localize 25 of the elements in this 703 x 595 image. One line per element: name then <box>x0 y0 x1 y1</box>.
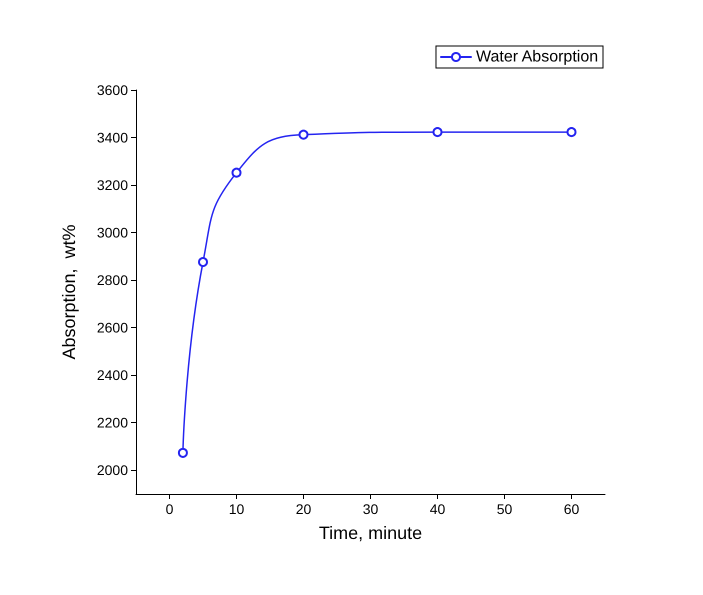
y-tick-label: 2600 <box>96 320 128 336</box>
y-tick-label: 3400 <box>96 130 128 146</box>
point <box>198 257 208 268</box>
y-tick-label: 2200 <box>96 414 128 431</box>
y-tick-label: 2800 <box>96 272 128 288</box>
x-tick-label: 30 <box>362 501 378 517</box>
y-tick-label: 3000 <box>96 224 128 241</box>
point <box>566 127 576 138</box>
x-tick-label: 10 <box>228 501 244 517</box>
y-tick-label: 3600 <box>96 82 128 98</box>
x-tick-label: 40 <box>430 501 446 517</box>
legend-label: Water Absorption <box>476 48 598 66</box>
x-tick-label: 0 <box>166 501 174 517</box>
x-axis-title: Time, minute <box>318 523 422 543</box>
x-tick-label: 60 <box>564 501 580 517</box>
point <box>178 448 188 458</box>
y-tick-label: 3200 <box>96 177 128 194</box>
point <box>432 127 442 138</box>
point <box>232 168 242 178</box>
x-tick-label: 20 <box>296 501 312 517</box>
y-tick-label: 2400 <box>96 367 128 384</box>
point <box>298 130 308 140</box>
y-axis-title: Absorption, wt% <box>59 224 79 360</box>
x-tick-label: 50 <box>496 501 512 517</box>
y-tick-label: 2000 <box>96 462 128 478</box>
